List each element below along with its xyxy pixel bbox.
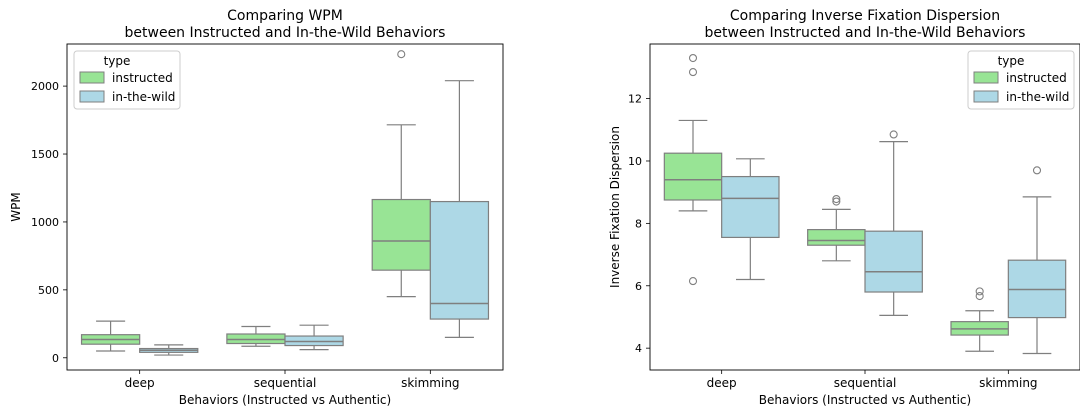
chart-title-line: Comparing WPM: [227, 8, 343, 24]
y-tick-label: 500: [38, 284, 59, 297]
y-axis-label: WPM: [9, 192, 23, 221]
legend: type instructed in-the-wild: [967, 50, 1075, 110]
x-axis-label: Behaviors (Instructed vs Authentic): [759, 393, 971, 407]
box-instructed: [807, 229, 866, 246]
chart-title-line: Comparing Inverse Fixation Dispersion: [730, 8, 1000, 24]
x-tick-label: skimming: [979, 376, 1037, 390]
legend-title: type: [998, 54, 1025, 68]
legend-label: instructed: [112, 71, 173, 85]
outlier-point: [889, 130, 898, 139]
legend-label: instructed: [1006, 71, 1067, 85]
y-tick-label: 6: [635, 280, 642, 293]
x-tick-label: sequential: [834, 376, 897, 390]
x-tick-label: deep: [707, 376, 737, 390]
y-tick-label: 12: [628, 93, 642, 106]
legend-title: type: [104, 54, 131, 68]
box-instructed: [371, 198, 431, 271]
y-axis-label: Inverse Fixation Dispersion: [608, 126, 622, 288]
y-tick-label: 8: [635, 217, 642, 230]
y-tick-label: 4: [635, 342, 642, 355]
chart-title-line: between Instructed and In-the-Wild Behav…: [705, 25, 1026, 41]
y-tick-label: 0: [52, 352, 59, 365]
outlier-point: [688, 53, 698, 63]
legend-swatch-instructed: [79, 71, 105, 84]
y-tick-label: 10: [628, 155, 642, 168]
fixation-dispersion-boxplot-panel: Comparing Inverse Fixation Dispersionbet…: [608, 8, 1080, 407]
outlier-point: [975, 292, 984, 301]
x-tick-label: sequential: [254, 376, 317, 390]
legend-swatch-in-the-wild: [973, 90, 999, 103]
box-in-the-wild: [721, 175, 780, 239]
outlier-point: [688, 277, 698, 286]
y-tick-label: 1000: [31, 216, 59, 229]
legend: type instructed in-the-wild: [73, 50, 181, 110]
box-in-the-wild: [864, 230, 923, 293]
legend-label: in-the-wild: [112, 90, 175, 104]
legend-swatch-instructed: [973, 71, 999, 84]
outlier-point: [1032, 166, 1042, 175]
outlier-point: [975, 287, 984, 296]
legend-swatch-in-the-wild: [79, 90, 105, 103]
x-tick-label: skimming: [401, 376, 459, 390]
outlier-point: [688, 68, 698, 77]
y-tick-label: 2000: [31, 80, 59, 93]
box-in-the-wild: [429, 200, 490, 320]
box-instructed: [663, 152, 723, 201]
x-tick-label: deep: [125, 376, 155, 390]
outlier-point: [832, 197, 841, 206]
chart-title-line: between Instructed and In-the-Wild Behav…: [125, 25, 446, 41]
y-tick-label: 1500: [31, 148, 59, 161]
x-axis-label: Behaviors (Instructed vs Authentic): [179, 393, 391, 407]
legend-label: in-the-wild: [1006, 90, 1069, 104]
outlier-point: [397, 50, 406, 59]
outlier-point: [832, 194, 841, 204]
